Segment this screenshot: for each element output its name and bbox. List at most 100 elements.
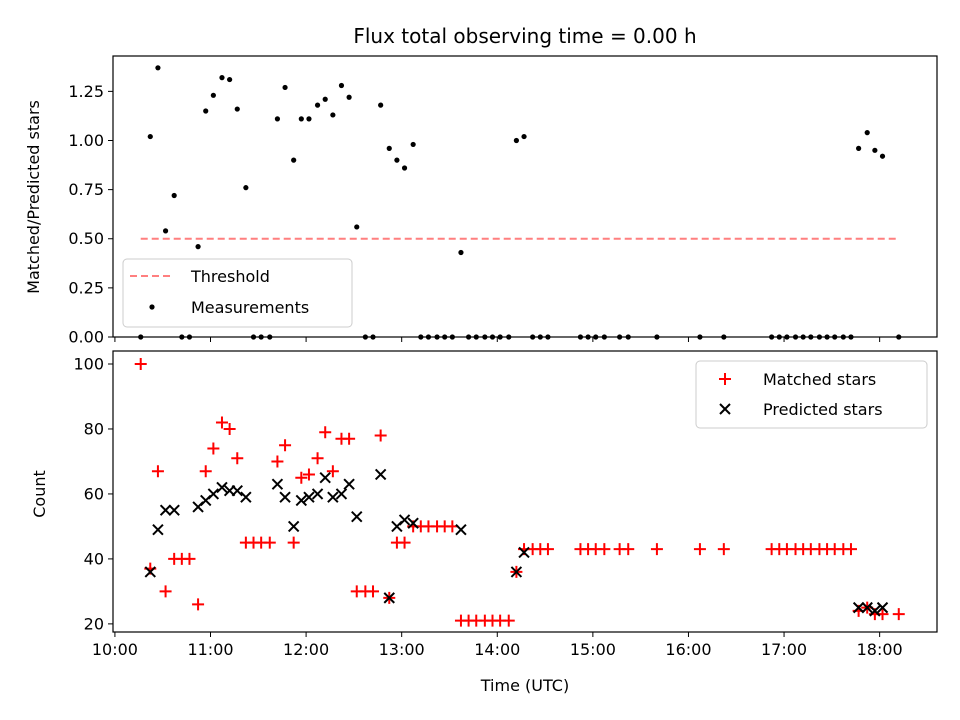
measurement-point bbox=[195, 244, 201, 250]
matched-star-point bbox=[151, 465, 164, 478]
measurement-point bbox=[521, 133, 527, 140]
predicted-star-point bbox=[207, 488, 220, 500]
matched-star-point bbox=[192, 598, 205, 611]
measurement-point bbox=[227, 76, 233, 83]
predicted-star-point bbox=[311, 488, 324, 500]
measurement-point bbox=[856, 145, 862, 151]
count-x-tick-label: 18:00 bbox=[857, 640, 903, 659]
predicted-star-point bbox=[407, 517, 419, 529]
matched-star-point bbox=[159, 585, 172, 598]
predicted-star-point bbox=[518, 546, 530, 559]
matched-star-point bbox=[326, 465, 339, 478]
matched-star-point bbox=[287, 536, 300, 549]
count-x-tick-label: 16:00 bbox=[665, 640, 711, 659]
predicted-star-point bbox=[343, 478, 355, 490]
measurement-point bbox=[243, 185, 249, 191]
measurement-point bbox=[306, 116, 312, 122]
predicted-star-point bbox=[383, 592, 395, 604]
matched-star-point bbox=[622, 543, 635, 556]
measurement-point bbox=[210, 92, 216, 98]
predicted-star-point bbox=[144, 566, 156, 578]
measurement-point bbox=[513, 137, 519, 144]
ratio-panel: Flux total observing time = 0.00 h Match… bbox=[24, 24, 938, 347]
measurement-point bbox=[282, 84, 288, 91]
ratio-y-tick-label: 0.00 bbox=[68, 328, 104, 347]
matched-star-point bbox=[215, 416, 228, 429]
matched-star-point bbox=[263, 536, 276, 549]
ratio-y-tick-label: 1.25 bbox=[68, 82, 104, 101]
matched-star-point bbox=[398, 536, 411, 549]
predicted-star-point bbox=[152, 523, 164, 536]
matched-legend-swatch bbox=[719, 373, 731, 385]
ratio-axis-ticks: 0.00 0.25 0.50 0.75 1.00 1.25 bbox=[68, 82, 881, 347]
predicted-star-point bbox=[455, 523, 467, 536]
measurement-point bbox=[314, 102, 321, 108]
count-legend: Matched stars Predicted stars bbox=[695, 360, 928, 429]
matched-star-point bbox=[302, 468, 315, 481]
predicted-star-point bbox=[319, 471, 331, 484]
predicted-star-point bbox=[852, 601, 865, 614]
predicted-star-point bbox=[398, 514, 411, 526]
matched-legend-label: Matched stars bbox=[763, 370, 876, 389]
count-legend-box bbox=[695, 360, 928, 429]
matched-star-point bbox=[311, 452, 324, 465]
matched-star-point bbox=[650, 543, 663, 556]
measurement-point bbox=[386, 145, 392, 151]
count-x-tick-label: 13:00 bbox=[379, 640, 425, 659]
count-y-tick-label: 60 bbox=[84, 484, 104, 503]
ratio-y-tick-label: 0.75 bbox=[68, 180, 104, 199]
measurement-point bbox=[219, 75, 225, 81]
predicted-star-point bbox=[231, 484, 243, 497]
predicted-legend-swatch bbox=[719, 403, 731, 415]
predicted-star-point bbox=[271, 478, 284, 490]
measurement-point bbox=[322, 96, 328, 102]
measurement-point bbox=[147, 133, 153, 140]
predicted-star-point bbox=[861, 601, 873, 614]
ratio-y-axis-label: Matched/Predicted stars bbox=[24, 100, 43, 294]
measurements-legend-label: Measurements bbox=[191, 298, 309, 317]
matched-star-point bbox=[134, 357, 147, 370]
measurement-point bbox=[864, 130, 870, 136]
count-y-tick-label: 80 bbox=[84, 419, 104, 438]
measurement-point bbox=[291, 157, 297, 163]
count-x-tick-label: 10:00 bbox=[92, 640, 138, 659]
count-x-tick-label: 14:00 bbox=[474, 640, 520, 659]
matched-star-point bbox=[717, 543, 730, 556]
count-panel: Count Time (UTC) 10:00 11:00 12:00 13:00 14:… bbox=[30, 350, 938, 695]
predicted-star-point bbox=[303, 491, 315, 503]
matched-star-point bbox=[199, 465, 212, 478]
count-x-tick-label: 11:00 bbox=[187, 640, 233, 659]
matched-star-point bbox=[319, 426, 332, 439]
measurement-point bbox=[879, 153, 886, 159]
threshold-legend-label: Threshold bbox=[190, 267, 270, 286]
predicted-star-point bbox=[216, 481, 228, 494]
matched-star-point bbox=[693, 543, 706, 556]
matched-star-point bbox=[374, 429, 387, 442]
matched-star-point bbox=[207, 442, 220, 455]
matched-star-point bbox=[892, 608, 905, 621]
ratio-legend: Threshold Measurements bbox=[122, 258, 353, 328]
matched-star-point bbox=[279, 439, 292, 452]
predicted-star-point bbox=[240, 491, 252, 503]
predicted-legend-label: Predicted stars bbox=[763, 400, 883, 419]
chart-title: Flux total observing time = 0.00 h bbox=[353, 24, 696, 48]
ratio-y-tick-label: 1.00 bbox=[68, 131, 104, 150]
predicted-star-point bbox=[287, 520, 300, 533]
measurement-point bbox=[394, 157, 400, 163]
matched-star-point bbox=[367, 585, 380, 598]
matched-star-point bbox=[223, 422, 236, 435]
count-y-axis-label: Count bbox=[30, 470, 49, 518]
measurement-point bbox=[346, 94, 352, 100]
measurement-point bbox=[378, 102, 384, 108]
matched-star-point bbox=[502, 614, 515, 627]
measurement-point bbox=[298, 116, 304, 122]
predicted-star-point bbox=[876, 601, 889, 614]
count-axis-ticks: 10:00 11:00 12:00 13:00 14:00 15:00 16:00 17:00… bbox=[73, 354, 902, 659]
matched-star-point bbox=[541, 543, 554, 556]
measurement-point bbox=[330, 112, 336, 118]
matched-star-point bbox=[183, 552, 196, 565]
count-x-tick-label: 17:00 bbox=[761, 640, 807, 659]
ratio-y-tick-label: 0.50 bbox=[68, 229, 104, 248]
matched-star-point bbox=[231, 452, 244, 465]
